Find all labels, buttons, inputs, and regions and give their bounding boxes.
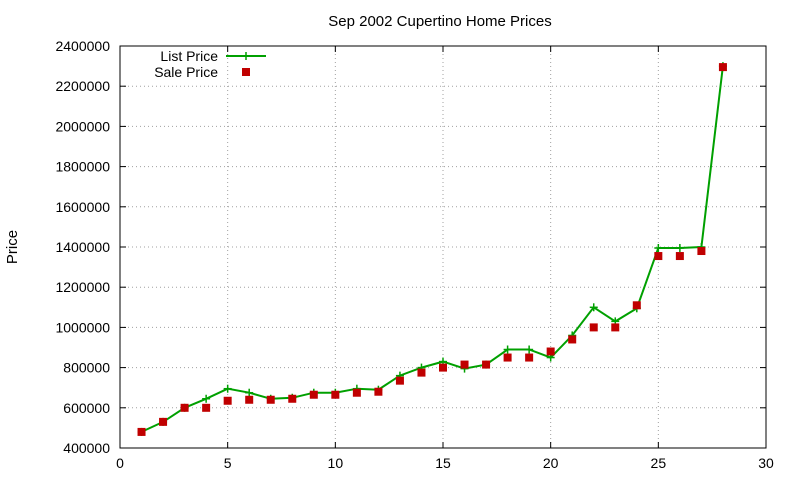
sale-price-point bbox=[503, 353, 512, 362]
list-price-point bbox=[654, 244, 663, 253]
sale-price-point bbox=[180, 403, 189, 412]
legend-marker bbox=[242, 68, 250, 76]
legend-label: List Price bbox=[160, 48, 218, 64]
list-price-point bbox=[202, 394, 211, 403]
list-price-point bbox=[675, 244, 684, 253]
sale-price-point bbox=[718, 63, 727, 72]
sale-price-point bbox=[482, 360, 491, 369]
sale-price-point bbox=[417, 368, 426, 377]
y-tick-label: 1200000 bbox=[55, 279, 110, 295]
sale-price-point bbox=[352, 388, 361, 397]
x-tick-label: 15 bbox=[435, 455, 451, 471]
x-tick-label: 10 bbox=[328, 455, 344, 471]
sale-price-point bbox=[589, 323, 598, 332]
legend-marker bbox=[242, 52, 250, 60]
sale-price-point bbox=[675, 252, 684, 261]
y-tick-label: 1600000 bbox=[55, 199, 110, 215]
sale-price-point bbox=[266, 395, 275, 404]
sale-price-point bbox=[439, 363, 447, 372]
sale-price-point bbox=[654, 252, 663, 261]
list-price-series bbox=[137, 62, 727, 436]
y-tick-label: 2000000 bbox=[55, 118, 110, 134]
sale-price-point bbox=[288, 394, 297, 403]
sale-price-point bbox=[245, 395, 254, 404]
y-tick-label: 1800000 bbox=[55, 159, 110, 175]
x-tick-label: 20 bbox=[543, 455, 559, 471]
y-tick-label: 2200000 bbox=[55, 78, 110, 94]
axes bbox=[119, 45, 767, 449]
x-tick-label: 0 bbox=[116, 455, 124, 471]
y-axis-label: Price bbox=[4, 230, 21, 264]
sale-price-point bbox=[697, 247, 706, 256]
x-tick-label: 5 bbox=[224, 455, 232, 471]
y-tick-label: 800000 bbox=[63, 360, 110, 376]
sale-price-point bbox=[374, 387, 383, 396]
legend-label: Sale Price bbox=[154, 64, 218, 80]
y-tick-label: 600000 bbox=[63, 400, 110, 416]
list-price-point bbox=[525, 345, 534, 354]
list-price-point bbox=[503, 345, 512, 354]
list-price-point bbox=[223, 384, 232, 393]
x-axis-tick-labels: 0 5 10 15 20 25 30 bbox=[116, 455, 774, 471]
y-tick-label: 1400000 bbox=[55, 239, 110, 255]
sale-price-point bbox=[309, 390, 318, 399]
chart-title: Sep 2002 Cupertino Home Prices bbox=[328, 13, 551, 30]
y-axis-tick-labels: 400000 600000 800000 1000000 1200000 1400000 1… bbox=[55, 38, 110, 456]
y-tick-label: 1000000 bbox=[55, 319, 110, 335]
legend-item-list-price: List Price bbox=[160, 48, 266, 64]
list-price-point bbox=[245, 388, 254, 397]
sale-price-point bbox=[159, 417, 168, 426]
x-tick-label: 25 bbox=[651, 455, 667, 471]
list-price-point bbox=[589, 303, 598, 312]
sale-price-point bbox=[395, 376, 404, 385]
legend-item-sale-price: Sale Price bbox=[154, 64, 250, 80]
sale-price-point bbox=[632, 301, 641, 310]
sale-price-point bbox=[525, 353, 534, 362]
sale-price-point bbox=[202, 403, 211, 412]
sale-price-point bbox=[223, 396, 232, 405]
series-layer bbox=[137, 62, 727, 436]
sale-price-point bbox=[568, 335, 577, 344]
list-price-line bbox=[141, 65, 724, 433]
y-tick-label: 2400000 bbox=[55, 38, 110, 54]
sale-price-point bbox=[331, 390, 340, 399]
y-tick-label: 400000 bbox=[63, 440, 110, 456]
sale-price-point bbox=[546, 347, 555, 356]
sale-price-point bbox=[137, 427, 146, 436]
sale-price-point bbox=[611, 323, 620, 332]
x-tick-label: 30 bbox=[758, 455, 774, 471]
sale-price-point bbox=[460, 360, 469, 369]
sale-price-series bbox=[137, 63, 727, 436]
